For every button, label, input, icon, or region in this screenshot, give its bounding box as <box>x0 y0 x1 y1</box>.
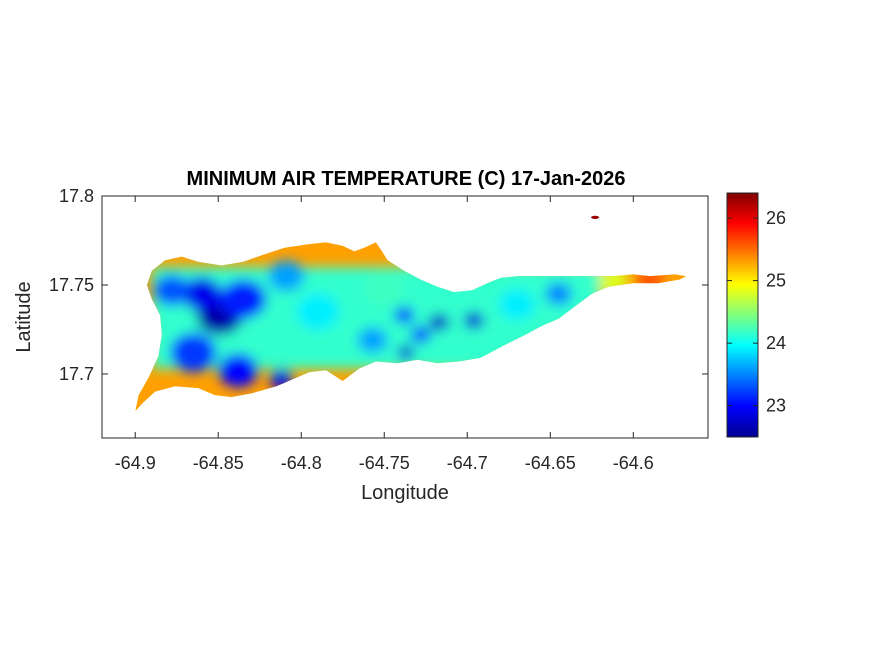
y-axis-ticks: 17.7 17.75 17.8 <box>49 186 708 384</box>
colorbar-tick-label: 26 <box>766 208 786 228</box>
temperature-cell <box>463 312 484 330</box>
temperature-cell <box>545 282 572 306</box>
colorbar-ticks: 23 24 25 26 <box>727 208 786 416</box>
islet-layer <box>591 215 600 219</box>
x-axis-label: Longitude <box>361 482 449 504</box>
x-tick-label: -64.75 <box>359 453 410 473</box>
temperature-cell <box>219 279 267 319</box>
temperature-cell <box>364 271 405 306</box>
temperature-cell <box>394 306 415 324</box>
colorbar-tick-label: 25 <box>766 271 786 291</box>
temperature-cell <box>218 353 259 388</box>
colorbar-gradient <box>726 192 759 438</box>
x-tick-label: -64.7 <box>447 453 488 473</box>
temperature-cell <box>153 274 190 306</box>
temperature-cell <box>410 326 431 344</box>
x-tick-label: -64.9 <box>115 453 156 473</box>
temperature-cell <box>268 260 305 292</box>
temperature-cell <box>181 276 222 311</box>
x-tick-label: -64.8 <box>281 453 322 473</box>
island-field <box>135 242 687 412</box>
x-tick-label: -64.6 <box>613 453 654 473</box>
x-tick-label: -64.85 <box>193 453 244 473</box>
y-tick-label: 17.7 <box>59 364 94 384</box>
temperature-cell <box>170 332 217 373</box>
y-tick-label: 17.75 <box>49 275 94 295</box>
temperature-cell <box>498 289 536 321</box>
temperature-cell <box>357 327 388 353</box>
plot-area: -64.9 -64.85 -64.8 -64.75 -64.7 -64.65 -64.6 1… <box>49 186 709 473</box>
colorbar-tick-label: 24 <box>766 333 786 353</box>
x-axis-ticks: -64.9 -64.85 -64.8 -64.75 -64.7 -64.65 -64.6 <box>115 196 654 473</box>
colorbar-tick-label: 23 <box>766 396 786 416</box>
y-axis-label: Latitude <box>13 281 35 352</box>
x-tick-label: -64.65 <box>525 453 576 473</box>
chart-title: MINIMUM AIR TEMPERATURE (C) 17-Jan-2026 <box>187 168 626 190</box>
islet <box>591 215 600 219</box>
temperature-cell <box>429 313 449 331</box>
temperature-cell <box>296 293 340 331</box>
colorbar: 23 24 25 26 <box>726 192 786 438</box>
temperature-cell <box>397 345 415 360</box>
map-layer <box>135 215 687 412</box>
y-tick-label: 17.8 <box>59 186 94 206</box>
plot-frame <box>101 195 709 439</box>
